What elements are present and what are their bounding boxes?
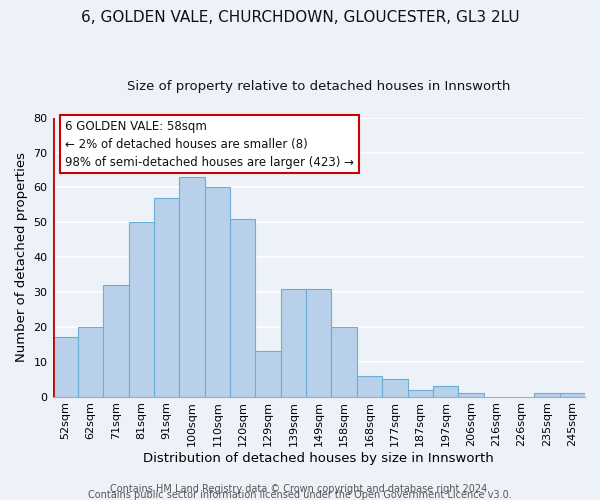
X-axis label: Distribution of detached houses by size in Innsworth: Distribution of detached houses by size … [143,452,494,465]
Bar [179,177,205,396]
Bar [306,288,331,397]
Bar [154,198,179,396]
Bar [78,327,103,396]
Bar [53,338,78,396]
Text: Contains public sector information licensed under the Open Government Licence v3: Contains public sector information licen… [88,490,512,500]
Bar [281,288,306,397]
Text: Contains HM Land Registry data © Crown copyright and database right 2024.: Contains HM Land Registry data © Crown c… [110,484,490,494]
Y-axis label: Number of detached properties: Number of detached properties [15,152,28,362]
Bar [433,386,458,396]
Bar [534,393,560,396]
Text: 6, GOLDEN VALE, CHURCHDOWN, GLOUCESTER, GL3 2LU: 6, GOLDEN VALE, CHURCHDOWN, GLOUCESTER, … [80,10,520,25]
Bar [128,222,154,396]
Title: Size of property relative to detached houses in Innsworth: Size of property relative to detached ho… [127,80,511,93]
Bar [458,393,484,396]
Text: 6 GOLDEN VALE: 58sqm
← 2% of detached houses are smaller (8)
98% of semi-detache: 6 GOLDEN VALE: 58sqm ← 2% of detached ho… [65,120,354,168]
Bar [382,379,407,396]
Bar [331,327,357,396]
Bar [256,352,281,397]
Bar [205,188,230,396]
Bar [103,285,128,397]
Bar [357,376,382,396]
Bar [407,390,433,396]
Bar [230,219,256,396]
Bar [560,393,585,396]
